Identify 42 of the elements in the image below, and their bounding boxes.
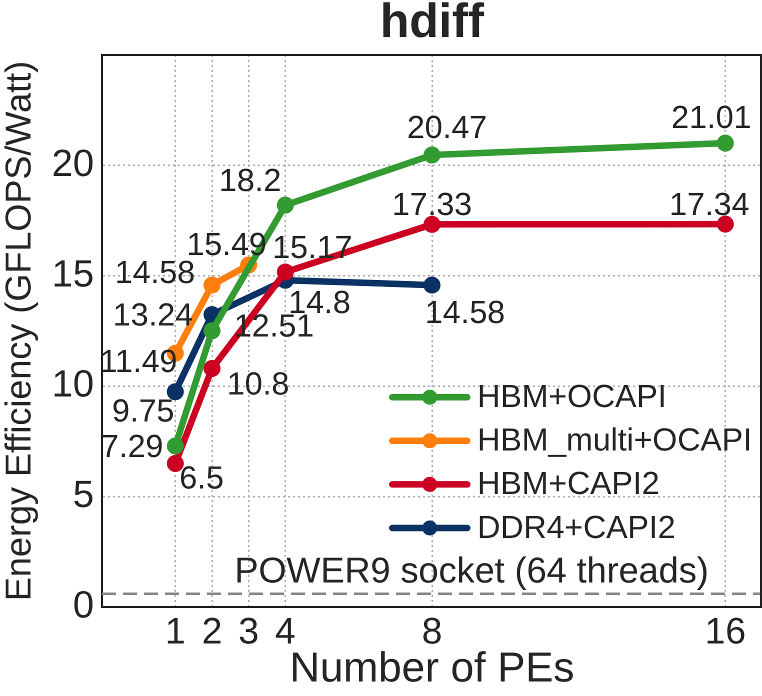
data-label: 6.5 xyxy=(179,459,224,496)
point xyxy=(716,216,734,233)
y-tick-label: 10 xyxy=(52,364,94,406)
data-label: 13.24 xyxy=(112,296,193,332)
legend-label: HBM+CAPI2 xyxy=(477,465,660,502)
point xyxy=(166,383,184,400)
x-tick-label: 16 xyxy=(704,610,746,652)
data-label: 10.8 xyxy=(227,365,290,402)
point xyxy=(204,276,220,294)
x-tick-label: 1 xyxy=(165,610,186,652)
data-label: 20.47 xyxy=(406,108,488,145)
y-tick-label: 5 xyxy=(72,474,94,516)
y-tick-label: 15 xyxy=(52,253,94,296)
point xyxy=(276,196,294,214)
x-tick-label: 3 xyxy=(238,610,259,652)
point xyxy=(716,134,734,152)
legend-label: HBM_multi+OCAPI xyxy=(477,422,752,458)
legend-label: HBM+OCAPI xyxy=(477,378,667,414)
y-tick-label: 0 xyxy=(72,584,94,626)
data-label: 17.33 xyxy=(392,186,472,222)
data-label: 21.01 xyxy=(671,98,752,135)
point xyxy=(424,216,440,233)
point xyxy=(276,264,294,281)
point xyxy=(204,322,220,340)
data-label: 18.2 xyxy=(219,162,282,198)
chart-title: hdiff xyxy=(380,0,485,48)
legend-label: DDR4+CAPI2 xyxy=(477,508,676,545)
point xyxy=(424,276,440,294)
point xyxy=(204,360,220,378)
data-label: 15.17 xyxy=(272,228,352,265)
ref-line-label: POWER9 socket (64 threads) xyxy=(234,550,709,591)
data-label: 17.34 xyxy=(669,186,750,222)
data-label: 7.29 xyxy=(101,428,164,464)
y-axis-title: Energy Efficiency (GFLOPS/Watt) xyxy=(0,60,39,602)
data-label: 11.49 xyxy=(100,343,178,380)
y-tick-label: 20 xyxy=(52,142,94,185)
data-label: 14.58 xyxy=(425,294,506,330)
point xyxy=(424,146,440,164)
point xyxy=(166,438,184,455)
data-label: 9.75 xyxy=(112,392,174,429)
data-label: 14.58 xyxy=(114,254,195,290)
x-tick-label: 2 xyxy=(202,610,222,652)
